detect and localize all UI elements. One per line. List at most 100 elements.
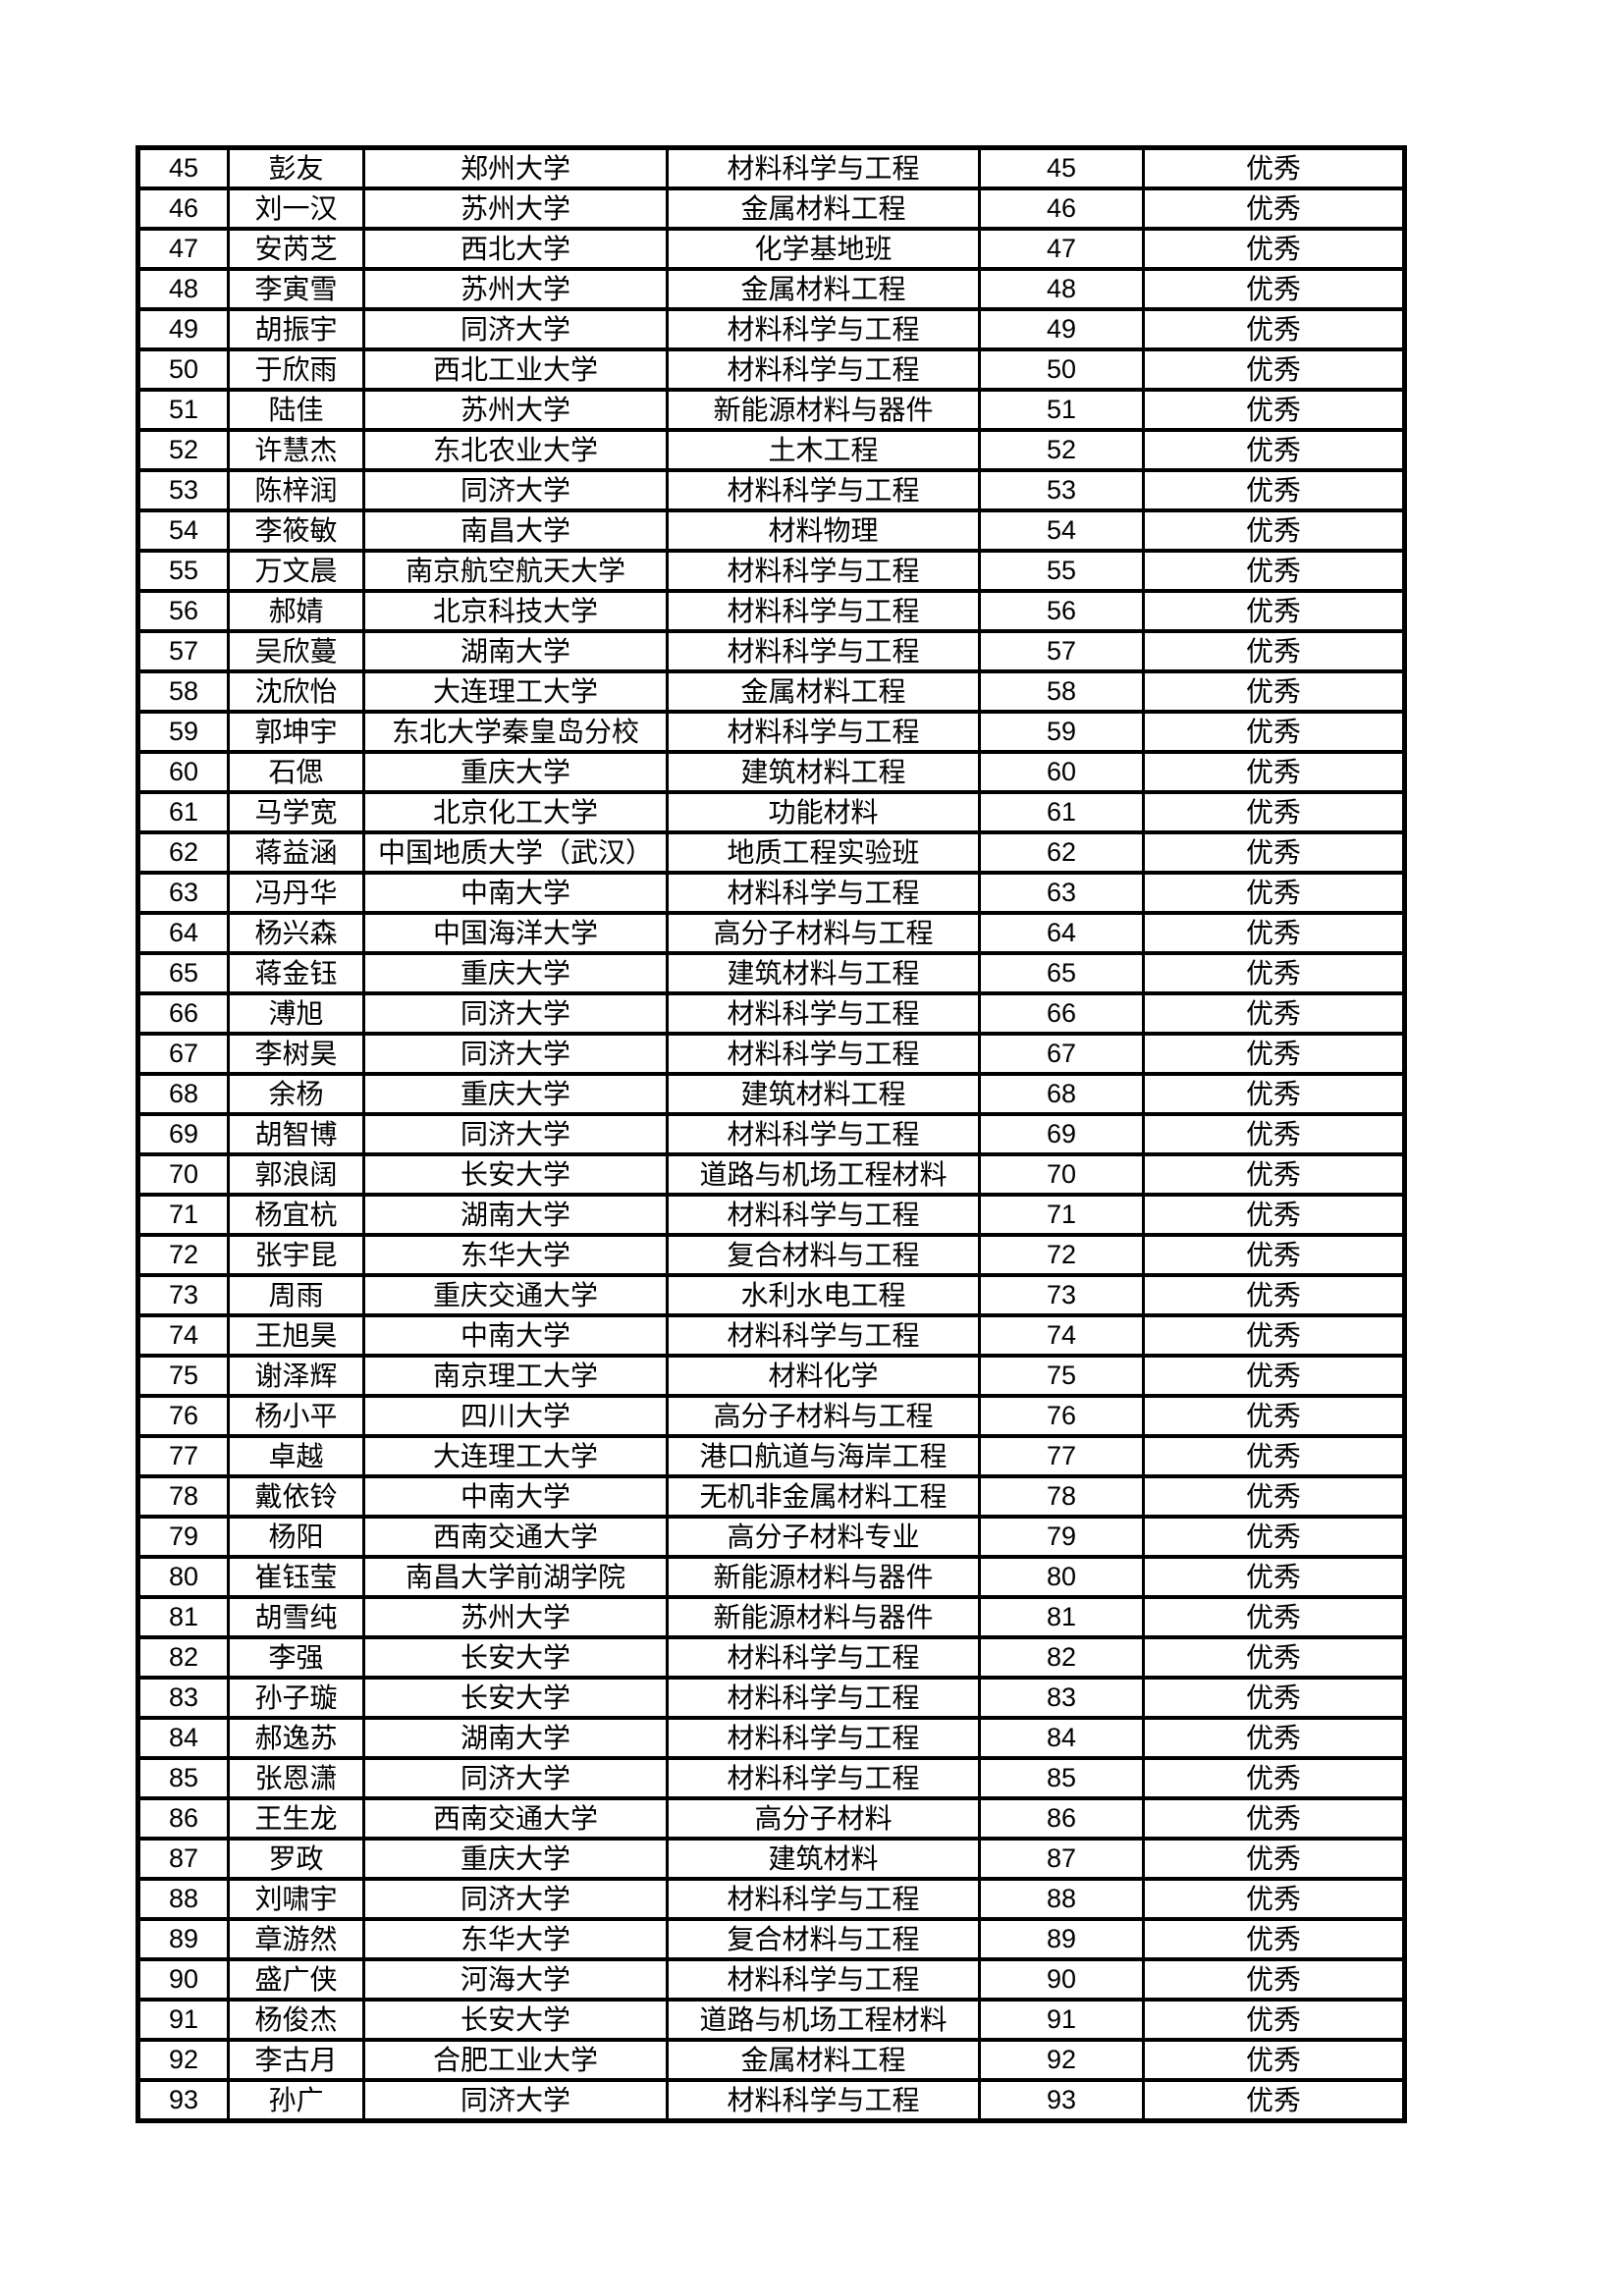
cell-serial-number: 53 (136, 468, 230, 512)
cell-serial-number-2: 60 (978, 750, 1145, 794)
cell-serial-number: 89 (136, 1917, 230, 1961)
cell-university: 西北工业大学 (362, 347, 669, 392)
cell-evaluation: 优秀 (1142, 1032, 1406, 1076)
cell-university: 同济大学 (362, 991, 669, 1036)
cell-major: 材料科学与工程 (666, 991, 981, 1036)
cell-university: 南京航空航天大学 (362, 549, 669, 593)
cell-serial-number: 62 (136, 830, 230, 875)
cell-student-name: 胡智博 (227, 1112, 365, 1156)
cell-university: 大连理工大学 (362, 1434, 669, 1478)
cell-evaluation: 优秀 (1142, 1434, 1406, 1478)
cell-university: 西北大学 (362, 227, 669, 271)
cell-major: 无机非金属材料工程 (666, 1474, 981, 1519)
cell-serial-number: 68 (136, 1072, 230, 1116)
cell-major: 材料科学与工程 (666, 307, 981, 351)
cell-student-name: 张宇昆 (227, 1233, 365, 1277)
cell-university: 大连理工大学 (362, 669, 669, 714)
cell-serial-number: 67 (136, 1032, 230, 1076)
cell-serial-number: 80 (136, 1555, 230, 1599)
cell-serial-number-2: 68 (978, 1072, 1145, 1116)
cell-major: 道路与机场工程材料 (666, 1152, 981, 1197)
cell-student-name: 王生龙 (227, 1796, 365, 1841)
cell-major: 高分子材料与工程 (666, 1394, 981, 1438)
cell-student-name: 杨阳 (227, 1515, 365, 1559)
table-row: 54 李筱敏 南昌大学 材料物理 54 优秀 (136, 508, 1406, 553)
cell-university: 南昌大学 (362, 508, 669, 553)
cell-evaluation: 优秀 (1142, 790, 1406, 834)
cell-student-name: 李古月 (227, 2038, 365, 2082)
cell-student-name: 罗政 (227, 1837, 365, 1881)
cell-university: 西南交通大学 (362, 1796, 669, 1841)
cell-evaluation: 优秀 (1142, 1152, 1406, 1197)
cell-serial-number: 70 (136, 1152, 230, 1197)
cell-major: 高分子材料 (666, 1796, 981, 1841)
table-row: 75 谢泽辉 南京理工大学 材料化学 75 优秀 (136, 1354, 1406, 1398)
table-row: 57 吴欣蔓 湖南大学 材料科学与工程 57 优秀 (136, 629, 1406, 673)
cell-serial-number-2: 49 (978, 307, 1145, 351)
table-row: 47 安芮芝 西北大学 化学基地班 47 优秀 (136, 227, 1406, 271)
cell-student-name: 李寅雪 (227, 267, 365, 311)
cell-major: 金属材料工程 (666, 2038, 981, 2082)
cell-serial-number-2: 58 (978, 669, 1145, 714)
cell-major: 金属材料工程 (666, 267, 981, 311)
cell-evaluation: 优秀 (1142, 1112, 1406, 1156)
cell-student-name: 石偲 (227, 750, 365, 794)
cell-serial-number-2: 74 (978, 1313, 1145, 1358)
cell-serial-number: 46 (136, 187, 230, 231)
cell-university: 湖南大学 (362, 629, 669, 673)
cell-student-name: 郭坤宇 (227, 710, 365, 754)
cell-evaluation: 优秀 (1142, 951, 1406, 995)
cell-serial-number-2: 82 (978, 1635, 1145, 1680)
cell-university: 长安大学 (362, 1998, 669, 2042)
cell-serial-number: 79 (136, 1515, 230, 1559)
table-row: 53 陈梓润 同济大学 材料科学与工程 53 优秀 (136, 468, 1406, 512)
cell-serial-number: 71 (136, 1193, 230, 1237)
cell-evaluation: 优秀 (1142, 669, 1406, 714)
cell-serial-number-2: 79 (978, 1515, 1145, 1559)
cell-major: 高分子材料与工程 (666, 911, 981, 955)
cell-serial-number: 60 (136, 750, 230, 794)
cell-student-name: 章游然 (227, 1917, 365, 1961)
cell-serial-number-2: 90 (978, 1957, 1145, 2002)
cell-student-name: 崔钰莹 (227, 1555, 365, 1599)
cell-university: 河海大学 (362, 1957, 669, 2002)
cell-student-name: 蒋益涵 (227, 830, 365, 875)
cell-university: 苏州大学 (362, 187, 669, 231)
cell-evaluation: 优秀 (1142, 1998, 1406, 2042)
cell-major: 金属材料工程 (666, 669, 981, 714)
cell-university: 苏州大学 (362, 388, 669, 432)
cell-university: 郑州大学 (362, 145, 669, 190)
cell-evaluation: 优秀 (1142, 991, 1406, 1036)
cell-major: 材料化学 (666, 1354, 981, 1398)
cell-evaluation: 优秀 (1142, 227, 1406, 271)
cell-student-name: 孙广 (227, 2078, 365, 2123)
cell-serial-number-2: 55 (978, 549, 1145, 593)
table-row: 93 孙广 同济大学 材料科学与工程 93 优秀 (136, 2078, 1406, 2123)
cell-university: 长安大学 (362, 1635, 669, 1680)
cell-evaluation: 优秀 (1142, 145, 1406, 190)
cell-serial-number-2: 91 (978, 1998, 1145, 2042)
cell-student-name: 谢泽辉 (227, 1354, 365, 1398)
cell-university: 四川大学 (362, 1394, 669, 1438)
table-row: 48 李寅雪 苏州大学 金属材料工程 48 优秀 (136, 267, 1406, 311)
table-row: 66 溥旭 同济大学 材料科学与工程 66 优秀 (136, 991, 1406, 1036)
cell-serial-number-2: 87 (978, 1837, 1145, 1881)
cell-evaluation: 优秀 (1142, 1756, 1406, 1800)
cell-serial-number: 75 (136, 1354, 230, 1398)
cell-university: 同济大学 (362, 1032, 669, 1076)
cell-evaluation: 优秀 (1142, 508, 1406, 553)
cell-evaluation: 优秀 (1142, 267, 1406, 311)
table-row: 55 万文晨 南京航空航天大学 材料科学与工程 55 优秀 (136, 549, 1406, 593)
cell-university: 东北农业大学 (362, 428, 669, 472)
table-row: 67 李树昊 同济大学 材料科学与工程 67 优秀 (136, 1032, 1406, 1076)
cell-major: 材料科学与工程 (666, 589, 981, 633)
cell-serial-number: 63 (136, 871, 230, 915)
cell-major: 材料科学与工程 (666, 1716, 981, 1760)
cell-major: 道路与机场工程材料 (666, 1998, 981, 2042)
cell-major: 建筑材料工程 (666, 750, 981, 794)
cell-evaluation: 优秀 (1142, 549, 1406, 593)
cell-student-name: 郭浪阔 (227, 1152, 365, 1197)
cell-university: 中国海洋大学 (362, 911, 669, 955)
cell-university: 中南大学 (362, 1313, 669, 1358)
cell-major: 金属材料工程 (666, 187, 981, 231)
